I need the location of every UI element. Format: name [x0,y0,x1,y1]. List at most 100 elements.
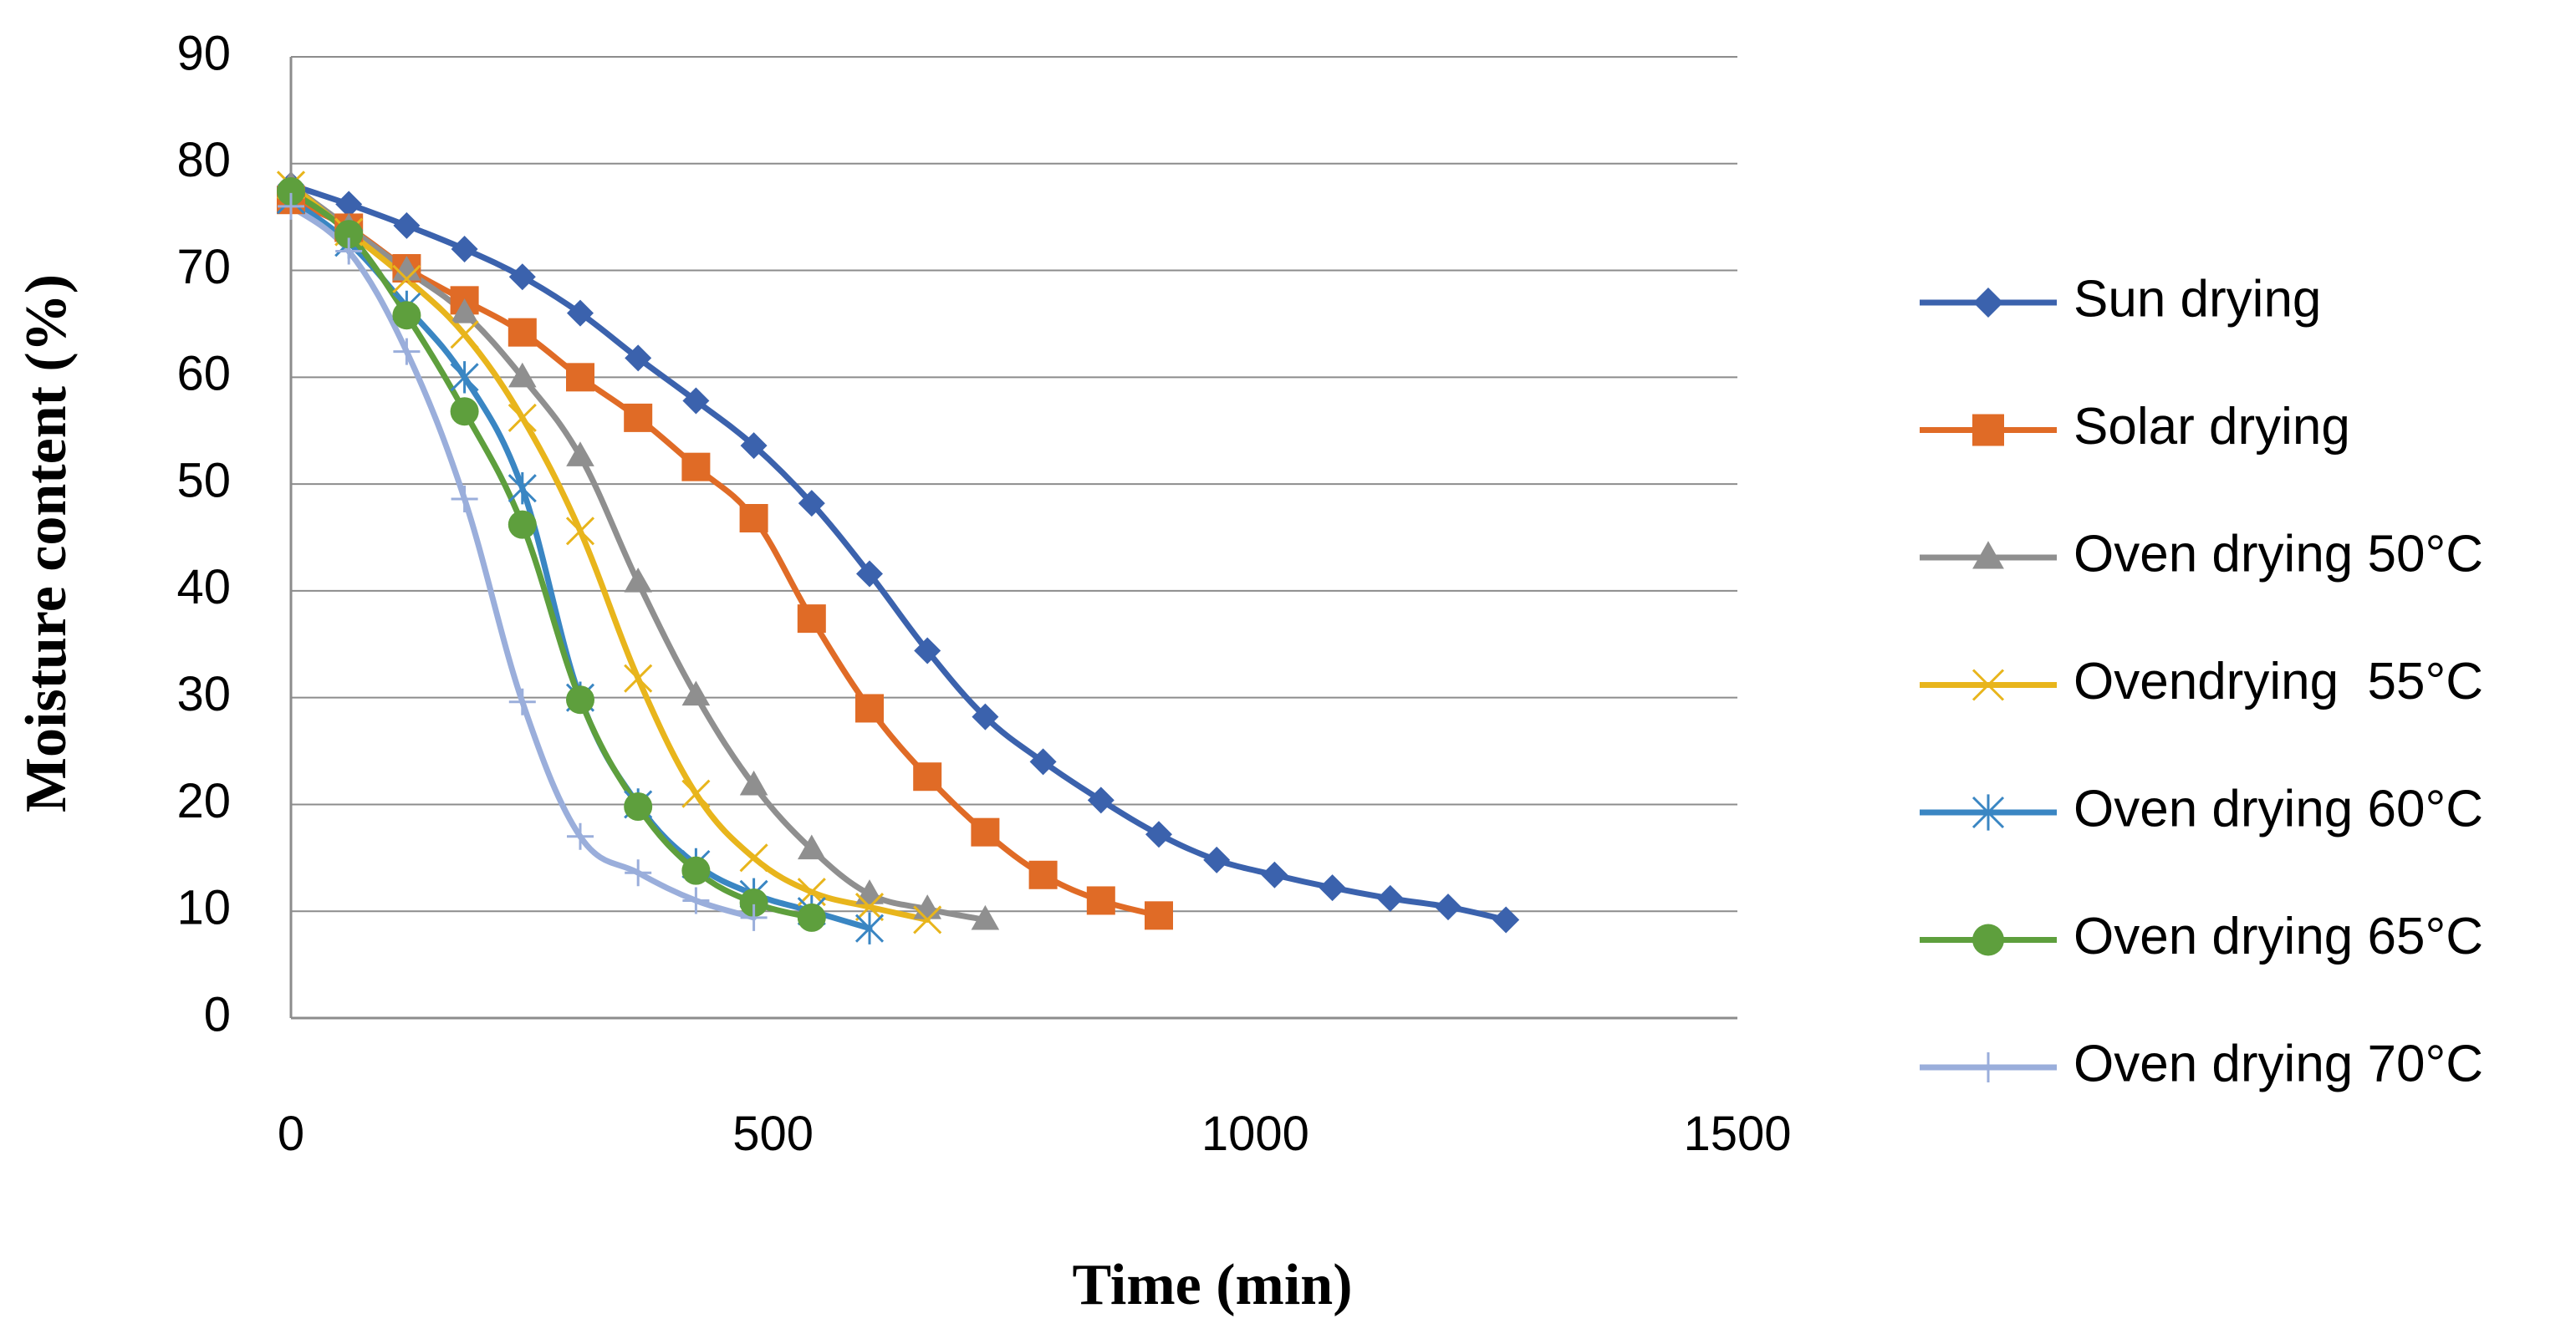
data-point [1028,860,1058,889]
legend: Sun drying Solar drying Oven drying 50°C Ov… [1920,270,2483,1092]
gridlines [291,56,1737,913]
axes [289,57,1737,1020]
data-point [1145,821,1172,848]
data-point [392,255,421,281]
data-point [1086,886,1115,915]
series-line-1 [288,181,1509,923]
data-point [855,694,884,723]
data-point [914,637,941,664]
y-tick-label: 50 [176,453,231,507]
legend-label: Solar drying [2074,398,2350,456]
data-point [855,879,884,904]
y-tick-label: 20 [176,774,231,828]
data-point [681,680,711,706]
legend-marker [1972,924,2004,956]
data-point [798,834,826,860]
data-point [1492,906,1520,934]
y-tick-label: 90 [176,26,231,80]
data-point [335,191,363,218]
data-point [1203,846,1231,873]
x-axis-title: Time (min) [1072,1253,1352,1317]
legend-label: Sun drying [2074,270,2321,328]
data-point [854,893,885,922]
legend-marker [1973,288,2003,318]
data-point [334,220,364,249]
series-line-4 [288,181,931,923]
data-point [566,363,594,392]
data-point [1145,901,1173,930]
data-point [393,338,421,365]
data-point [1435,894,1461,921]
data-point [971,904,1000,930]
data-point [797,903,826,932]
data-point [797,604,826,634]
data-point [739,504,768,532]
data-point [681,452,711,481]
legend-label: Oven drying 60°C [2074,780,2483,838]
x-tick-label: 500 [732,1107,814,1161]
data-point [450,298,479,323]
legend-marker [1972,414,2004,446]
series-line-2 [288,196,1162,919]
x-tick-label: 0 [278,1107,304,1161]
data-point [739,843,768,873]
data-point [508,688,536,715]
data-point [1319,874,1346,902]
data-point [508,403,537,432]
data-point [566,685,594,715]
legend-label: Ovendrying 55°C [2074,653,2483,710]
data-point [913,905,942,934]
data-point [624,792,653,821]
y-tick-label: 30 [176,667,231,721]
data-point [508,510,537,539]
data-point [624,568,652,593]
tick-labels: 0 10 20 30 40 50 60 70 80 90 0 500 1000 1500 [176,26,1791,1161]
data-point [566,441,594,466]
series-markers [276,170,1520,944]
data-point [1087,787,1115,814]
data-point [1261,861,1288,888]
data-point [739,770,768,796]
data-point [682,387,710,415]
data-point [682,887,710,914]
data-point [392,301,421,330]
data-point [277,177,305,206]
series-line-6 [288,188,815,921]
x-tick-label: 1000 [1201,1107,1309,1161]
y-tick-label: 0 [204,987,231,1041]
y-tick-label: 70 [176,240,231,294]
y-tick-label: 10 [176,881,231,935]
data-point [508,362,537,388]
data-point [450,320,479,349]
legend-marker [1972,669,2005,701]
data-point [565,517,595,546]
data-point [335,237,363,265]
data-point [624,403,653,432]
legend-marker [1972,541,2004,569]
y-axis-title: Moisture content (%) [14,274,79,812]
data-point [913,762,942,792]
data-point [681,856,711,885]
y-tick-label: 80 [176,133,231,187]
data-point [1029,748,1057,776]
data-point [393,211,421,239]
data-point [451,486,478,512]
data-point [739,888,768,917]
data-point [854,912,885,944]
data-point [625,344,652,372]
data-point [971,817,1000,847]
data-point [625,859,652,887]
y-tick-label: 40 [176,560,231,614]
data-point [567,822,594,850]
data-point [508,472,537,505]
data-point [451,236,478,262]
legend-label: Oven drying 70°C [2074,1035,2483,1092]
data-point [681,779,711,808]
legend-label: Oven drying 50°C [2074,525,2483,583]
data-point [856,560,883,588]
legend-marker [1972,794,2005,831]
data-point [508,263,536,291]
data-point [740,904,768,931]
